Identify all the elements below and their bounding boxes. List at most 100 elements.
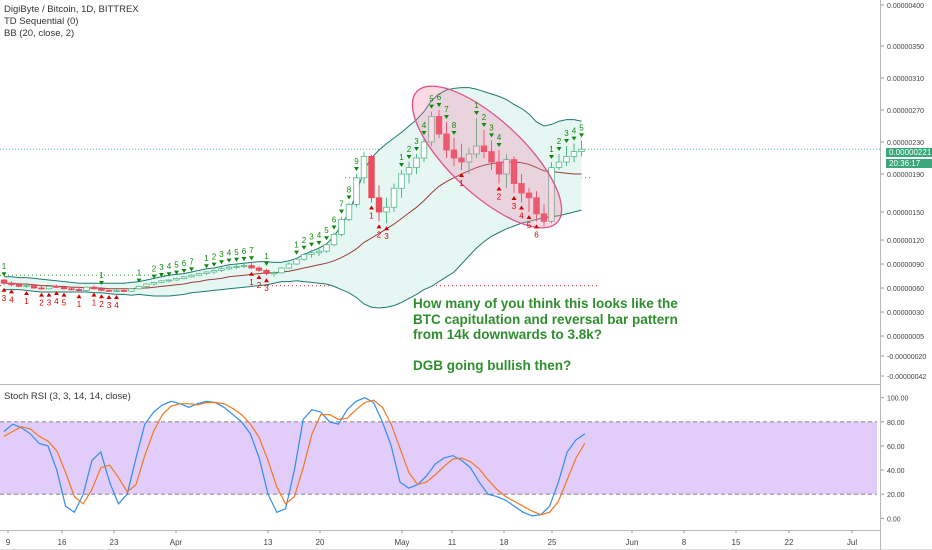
td-up-count: 4 <box>167 262 172 271</box>
td-up-arrow <box>219 260 224 265</box>
candle-body <box>105 289 113 292</box>
td-up-count: 3 <box>219 250 224 259</box>
candle-body <box>165 279 173 282</box>
time-tick-label: 9 <box>6 538 11 547</box>
candle-body <box>233 265 240 268</box>
td-down-count: 5 <box>62 299 67 308</box>
td-down-arrow <box>264 278 269 283</box>
td-down-count: 4 <box>9 295 14 304</box>
candle-body <box>465 153 473 163</box>
candle-body <box>420 141 428 159</box>
stoch-tick-label: 40.00 <box>887 468 905 475</box>
candle-body <box>158 280 165 283</box>
price-tick-label: 0.00000230 <box>887 140 924 147</box>
candle-body <box>113 289 120 292</box>
candle-body <box>195 273 203 276</box>
td-up-arrow <box>436 103 442 107</box>
td-up-arrow <box>1 272 7 277</box>
stoch-rsi-pane <box>0 397 877 517</box>
td-up-arrow <box>241 257 247 261</box>
td-up-count: 1 <box>99 271 104 280</box>
td-down-count: 6 <box>534 230 539 239</box>
td-up-arrow <box>166 272 172 277</box>
td-down-count: 1 <box>369 212 374 221</box>
td-legend[interactable]: TD Sequential (0) <box>4 16 79 27</box>
td-down-count: 2 <box>257 281 262 290</box>
td-up-count: 1 <box>549 145 554 154</box>
td-down-count: 5 <box>527 221 532 230</box>
td-up-count: 2 <box>152 265 157 274</box>
td-up-count: 2 <box>212 253 217 262</box>
td-up-arrow <box>481 123 487 127</box>
td-up-count: 1 <box>399 153 404 162</box>
candle-body <box>218 268 225 271</box>
stoch-tick-label: 20.00 <box>887 492 905 499</box>
price-tick-label: 0.00000400 <box>887 3 924 10</box>
candle-body <box>263 269 270 274</box>
price-tick-label: 0.00000060 <box>887 286 924 293</box>
td-up-arrow <box>496 143 502 147</box>
candle-body <box>285 263 293 269</box>
candle-body <box>390 187 398 208</box>
candle-body <box>203 271 210 275</box>
td-up-count: 8 <box>452 121 457 130</box>
candle-body <box>338 219 345 235</box>
candle-body <box>533 197 540 215</box>
candle-body <box>150 281 158 285</box>
bb-upper-line <box>4 87 582 284</box>
td-up-count: 1 <box>474 101 479 110</box>
candle-body <box>278 267 285 274</box>
candle-body <box>503 159 510 175</box>
td-down-arrow <box>61 292 67 297</box>
candles <box>0 85 585 292</box>
candle-body <box>45 285 53 290</box>
price-tick-label: 0.00000270 <box>887 108 924 115</box>
price-tick-label: 0.00000090 <box>887 262 924 269</box>
td-up-count: 5 <box>174 261 179 270</box>
price-tick-label: 0.00000150 <box>887 210 924 217</box>
stoch-tick-label: 100.00 <box>887 396 909 403</box>
price-tick-label: 0.00000310 <box>887 76 924 83</box>
candle-body <box>383 206 390 213</box>
td-up-count: 3 <box>159 263 164 272</box>
td-down-arrow <box>106 295 112 299</box>
candle-body <box>23 285 30 288</box>
td-up-count: 3 <box>414 137 419 146</box>
candle-body <box>15 284 23 287</box>
td-up-count: 2 <box>302 236 307 245</box>
stoch-legend[interactable]: Stoch RSI (3, 3, 14, 14, close) <box>4 391 131 402</box>
stoch-d-line <box>3 399 586 516</box>
candle-body <box>90 286 98 290</box>
bb-legend[interactable]: BB (20, close, 2) <box>4 28 75 39</box>
candle-body <box>270 272 278 275</box>
candle-body <box>30 285 38 289</box>
td-up-count: 7 <box>444 105 449 114</box>
stoch-tick-label: 60.00 <box>887 444 905 451</box>
td-down-arrow <box>496 186 502 191</box>
symbol-legend[interactable]: DigiByte / Bitcoin, 1D, BITTREX <box>4 4 139 15</box>
candle-body <box>225 266 233 270</box>
td-up-count: 5 <box>324 226 329 235</box>
candle-body <box>555 161 563 168</box>
candle-body <box>525 192 533 199</box>
time-tick-label: 22 <box>785 538 794 547</box>
candle-body <box>98 288 105 291</box>
annotation-line-2: BTC capitulation and reversal bar patter… <box>413 311 678 327</box>
td-up-arrow <box>571 136 577 141</box>
bb-lower-line <box>4 209 582 309</box>
td-up-arrow <box>339 209 344 214</box>
stoch-tick-label: 0.00 <box>887 516 901 523</box>
candle-body <box>180 276 188 279</box>
candle-body <box>368 155 375 199</box>
td-down-arrow <box>24 291 29 295</box>
td-up-count: 4 <box>497 133 502 142</box>
td-up-arrow <box>301 245 307 250</box>
candle-body <box>135 285 143 290</box>
candle-body <box>563 155 570 163</box>
td-up-arrow <box>159 273 164 277</box>
price-tick-label: 0.00000120 <box>887 238 924 245</box>
td-down-arrow <box>46 292 52 297</box>
annotation-line-3: from 14k downwards to 3.8k? <box>413 327 603 342</box>
